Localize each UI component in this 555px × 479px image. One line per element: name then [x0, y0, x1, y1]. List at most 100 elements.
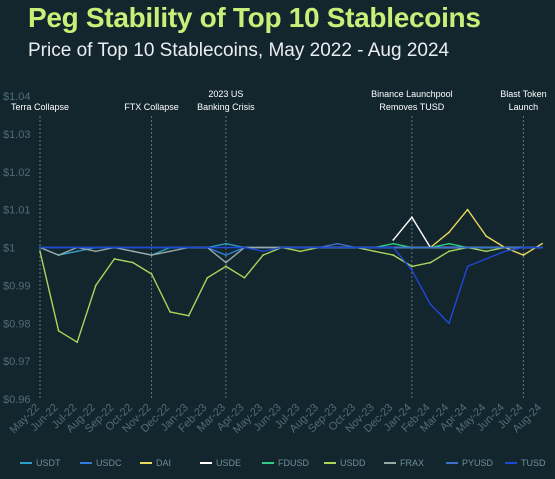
data-point-usdt — [76, 250, 79, 253]
data-point-tusd — [187, 246, 190, 249]
data-point-tusd — [57, 246, 60, 249]
data-point-dai — [466, 208, 469, 211]
data-point-tusd — [429, 303, 432, 306]
data-point-tusd — [317, 246, 320, 249]
legend-label: USDT — [36, 458, 61, 468]
event-annotation: FTX Collapse — [124, 102, 179, 112]
data-point-dai — [522, 254, 525, 256]
data-point-usdd — [76, 341, 79, 344]
legend-label: PYUSD — [462, 458, 494, 468]
data-point-usdd — [94, 284, 97, 287]
y-tick-label: $1.03 — [3, 129, 31, 141]
data-point-tusd — [39, 246, 41, 249]
data-point-tusd — [169, 246, 172, 249]
data-point-tusd — [373, 246, 376, 249]
data-point-pyusd — [485, 246, 488, 249]
data-point-usdd — [429, 261, 432, 264]
data-point-usdd — [187, 314, 190, 317]
data-point-frax — [150, 254, 153, 256]
data-point-usdd — [57, 329, 60, 332]
y-tick-label: $1.04 — [3, 91, 31, 103]
data-point-pyusd — [429, 246, 432, 249]
data-point-usdd — [206, 276, 209, 279]
data-point-tusd — [541, 246, 543, 249]
data-point-usdd — [485, 250, 488, 253]
series-line-tusd — [40, 246, 542, 324]
data-point-usdd — [299, 250, 302, 253]
data-point-dai — [448, 231, 450, 234]
data-point-tusd — [243, 246, 246, 249]
event-annotation: Banking Crisis — [197, 102, 255, 112]
data-point-tusd — [150, 246, 153, 249]
data-point-tusd — [522, 246, 525, 249]
legend-label: USDD — [340, 458, 366, 468]
data-point-pyusd — [336, 242, 339, 245]
data-point-usdd — [243, 276, 246, 279]
data-point-frax — [57, 254, 60, 256]
data-point-tusd — [132, 246, 134, 249]
legend-label: TUSD — [521, 458, 546, 468]
data-point-tusd — [299, 246, 302, 249]
data-point-pyusd — [503, 246, 506, 249]
data-point-usdd — [150, 273, 153, 275]
y-tick-label: $0.98 — [3, 318, 31, 330]
data-point-frax — [94, 250, 97, 253]
data-point-usde — [392, 239, 395, 241]
legend-label: DAI — [156, 458, 171, 468]
event-annotation: Terra Collapse — [11, 102, 69, 112]
data-point-tusd — [448, 322, 450, 325]
event-annotation: 2023 US — [208, 89, 243, 99]
legend-label: USDC — [96, 458, 122, 468]
data-point-tusd — [76, 246, 79, 249]
y-tick-label: $0.96 — [3, 394, 31, 406]
y-tick-label: $0.97 — [3, 356, 31, 368]
event-annotation: Launch — [509, 102, 539, 112]
data-point-tusd — [336, 246, 339, 249]
data-point-usdd — [410, 265, 413, 268]
data-point-pyusd — [410, 246, 413, 249]
data-point-usdd — [113, 257, 116, 260]
data-point-tusd — [225, 246, 227, 249]
data-point-dai — [541, 242, 543, 245]
series-line-usdc — [40, 246, 542, 256]
event-annotation: Blast Token — [500, 89, 546, 99]
data-point-usdd — [169, 310, 172, 313]
data-point-usdd — [448, 250, 450, 253]
legend-label: FDUSD — [278, 458, 309, 468]
data-point-pyusd — [466, 246, 469, 249]
data-point-usdd — [225, 265, 227, 268]
data-point-usdd — [392, 254, 395, 256]
data-point-tusd — [392, 246, 395, 249]
event-annotation: Binance Launchpool — [371, 89, 453, 99]
legend-label: FRAX — [400, 458, 424, 468]
chart-subtitle: Price of Top 10 Stablecoins, May 2022 - … — [28, 40, 450, 61]
data-point-usdd — [39, 250, 41, 253]
series-line-usdd — [39, 246, 542, 343]
data-point-dai — [485, 235, 488, 238]
data-point-frax — [132, 250, 134, 253]
data-point-usdd — [373, 250, 376, 253]
y-tick-label: $1.02 — [3, 167, 31, 179]
data-point-tusd — [206, 246, 209, 249]
data-point-usdd — [132, 261, 134, 264]
data-point-frax — [169, 250, 172, 253]
event-annotation: Removes TUSD — [379, 102, 444, 112]
data-point-tusd — [466, 265, 469, 268]
data-point-usdc — [225, 254, 227, 256]
data-point-usdt — [225, 242, 227, 245]
series-line-usde — [392, 216, 468, 249]
data-point-tusd — [410, 269, 413, 272]
data-point-tusd — [485, 257, 488, 260]
legend-label: USDE — [216, 458, 241, 468]
data-point-tusd — [262, 250, 265, 253]
data-point-frax — [262, 246, 265, 249]
data-point-frax — [225, 261, 227, 264]
data-point-tusd — [503, 250, 506, 253]
data-point-usdd — [262, 254, 265, 256]
y-tick-label: $1 — [3, 243, 15, 255]
data-point-usde — [410, 216, 413, 219]
y-tick-label: $0.99 — [3, 280, 31, 292]
data-point-tusd — [113, 246, 116, 249]
data-point-tusd — [280, 246, 283, 249]
